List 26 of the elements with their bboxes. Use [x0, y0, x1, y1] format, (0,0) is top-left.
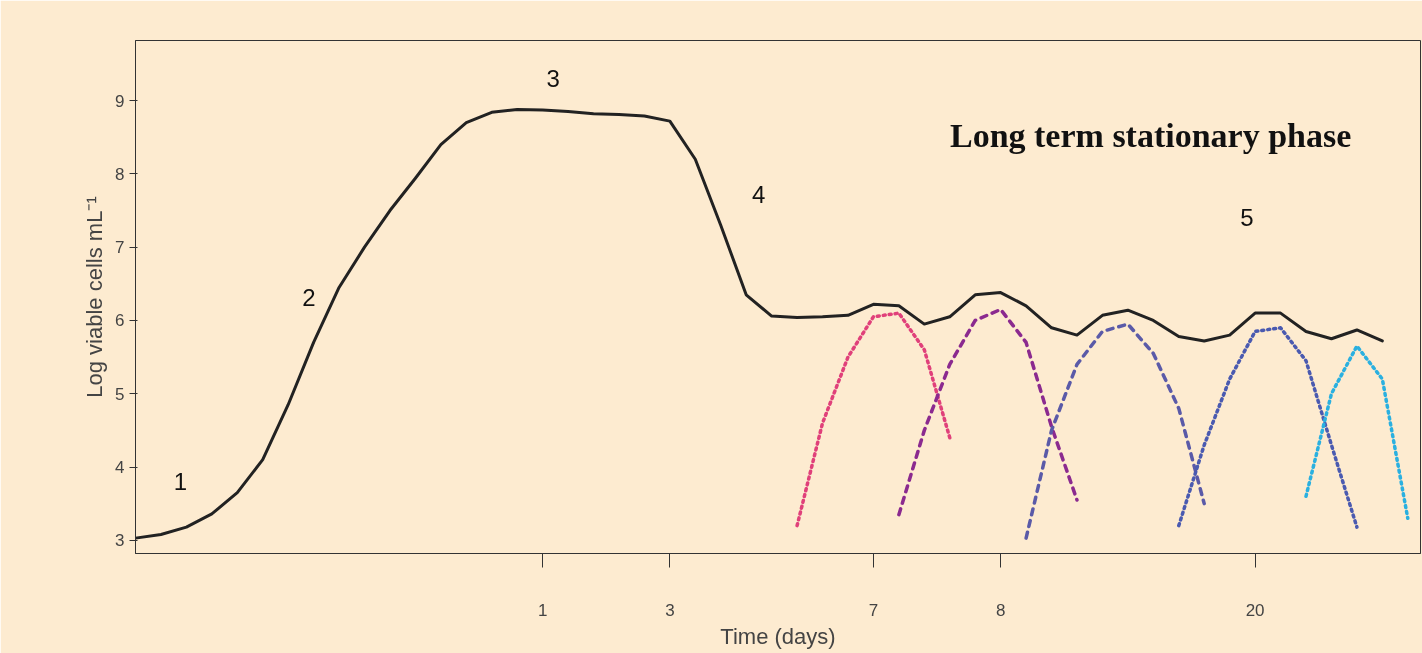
x-tick-label: 20: [1245, 600, 1265, 620]
x-tick-label: 8: [995, 600, 1006, 620]
line-series: [135, 107, 1384, 540]
annotation: 5: [1240, 203, 1254, 231]
annotation: Long term stationary phase: [949, 116, 1352, 154]
y-tick-label: 7: [115, 238, 125, 258]
line-series: [897, 307, 1079, 517]
line-series: [1024, 322, 1206, 540]
line-series: [1177, 326, 1359, 529]
annotation: 2: [302, 283, 316, 311]
annotation: 3: [546, 65, 560, 93]
line-series: [1304, 344, 1410, 521]
y-tick-label: 9: [115, 91, 125, 111]
x-axis-title: Time (days): [720, 623, 836, 649]
y-tick-label: 4: [115, 458, 125, 478]
annotation: 4: [752, 180, 766, 208]
x-tick-label: 1: [537, 600, 548, 620]
y-tick-label: 8: [115, 164, 125, 184]
y-tick-label: 5: [115, 384, 125, 404]
y-tick-label: 6: [115, 311, 125, 331]
y-tick-label: 3: [115, 531, 125, 551]
x-tick-label: 7: [868, 600, 879, 620]
x-tick-label: 3: [665, 600, 675, 620]
y-axis-title: Log viable cells mL⁻¹: [82, 196, 108, 398]
annotation: 1: [173, 468, 188, 496]
line-series: [795, 311, 952, 528]
